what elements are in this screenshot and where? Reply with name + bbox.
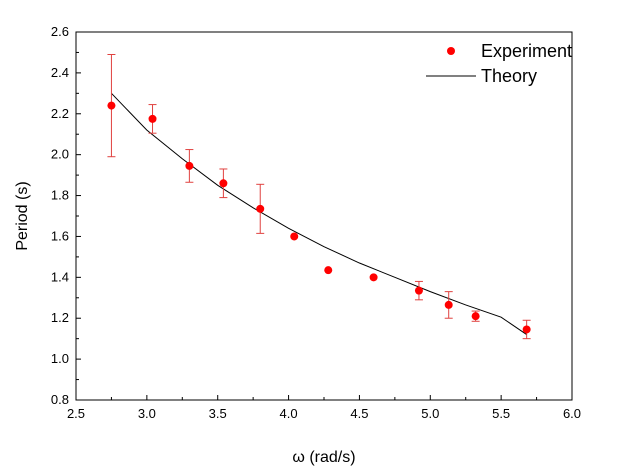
x-tick-label: 3.0: [138, 406, 156, 421]
data-point: [369, 273, 378, 282]
x-axis-title: ω (rad/s): [292, 449, 355, 466]
legend-theory-label: Theory: [481, 66, 537, 86]
theory-line: [111, 92, 527, 335]
y-tick-label: 2.2: [51, 106, 69, 121]
x-tick-label: 6.0: [563, 406, 581, 421]
data-point: [185, 161, 194, 170]
data-point: [290, 232, 299, 241]
x-tick-label: 3.5: [209, 406, 227, 421]
legend-experiment-marker: [447, 47, 455, 55]
data-point: [522, 325, 531, 334]
experiment-series: [107, 101, 531, 334]
data-point: [444, 300, 453, 309]
y-tick-label: 1.8: [51, 188, 69, 203]
y-tick-label: 0.8: [51, 392, 69, 407]
y-tick-label: 1.2: [51, 310, 69, 325]
theory-series: [111, 92, 527, 335]
y-tick-label: 2.0: [51, 147, 69, 162]
data-point: [414, 286, 423, 295]
axes: 2.5 3.0 3.5 4.0 4.5 5.0 5.5 6.0 0.8 1.0 1.2 1.4 1.6 1…: [51, 24, 581, 421]
y-tick-label: 1.6: [51, 228, 69, 243]
y-tick-label: 1.0: [51, 351, 69, 366]
data-point: [219, 179, 228, 188]
x-tick-label: 4.5: [350, 406, 368, 421]
error-bars: [107, 53, 531, 340]
data-point: [324, 266, 333, 275]
x-tick-label: 4.0: [280, 406, 298, 421]
x-tick-label: 2.5: [67, 406, 85, 421]
legend-experiment-label: Experiment: [481, 41, 572, 61]
y-tick-label: 2.4: [51, 65, 69, 80]
x-tick-label: 5.0: [421, 406, 439, 421]
legend: Experiment Theory: [426, 41, 572, 86]
y-tick-label: 1.4: [51, 269, 69, 284]
y-tick-label: 2.6: [51, 24, 69, 39]
y-axis-title: Period (s): [14, 181, 31, 250]
data-point: [256, 204, 265, 213]
data-point: [107, 101, 116, 110]
plot-frame: [75, 31, 573, 401]
data-point: [148, 114, 157, 123]
data-point: [471, 312, 480, 321]
x-tick-label: 5.5: [492, 406, 510, 421]
